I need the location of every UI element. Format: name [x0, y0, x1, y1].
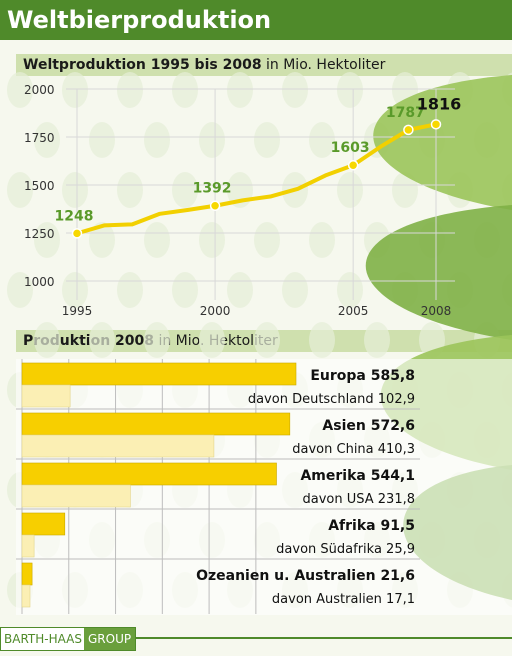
hop-pattern-shape: [7, 72, 33, 108]
line-chart-title: Weltproduktion 1995 bis 2008: [23, 57, 262, 73]
logo-part2: GROUP: [83, 628, 136, 650]
line-x-tick-label: 2005: [338, 304, 369, 318]
hop-pattern-shape: [199, 122, 225, 158]
region-label: Amerika 544,1: [300, 468, 415, 484]
hop-pattern-shape: [282, 72, 308, 108]
line-data-label: 1248: [55, 208, 94, 224]
line-point: [71, 228, 83, 239]
hop-pattern-shape: [199, 222, 225, 258]
hop-pattern-shape: [89, 322, 115, 358]
line-x-tick-label: 2008: [421, 304, 452, 318]
line-series: [76, 122, 437, 236]
country-label: davon China 410,3: [292, 442, 415, 457]
country-bar: [21, 434, 215, 458]
line-chart-unit: in Mio. Hektoliter: [266, 57, 386, 73]
hop-pattern-shape: [254, 222, 280, 258]
hop-pattern-shape: [144, 222, 170, 258]
line-y-tick-label: 1250: [24, 227, 55, 241]
country-bar: [21, 534, 35, 558]
hop-pattern-shape: [62, 172, 88, 208]
barth-haas-logo: BARTH-HAAS GROUP: [0, 627, 137, 651]
line-y-tick-label: 1500: [24, 179, 55, 193]
logo-part1: BARTH-HAAS: [4, 632, 82, 646]
hop-pattern-shape: [34, 122, 60, 158]
line-data-label: 1816: [417, 94, 462, 113]
region-label: Afrika 91,5: [328, 518, 415, 534]
region-bar: [21, 412, 291, 436]
hop-pattern-shape: [117, 172, 143, 208]
line-chart-header: Weltproduktion 1995 bis 2008 in Mio. Hek…: [16, 54, 512, 76]
hop-pattern-shape: [34, 222, 60, 258]
line-x-tick-label: 2000: [200, 304, 231, 318]
hop-pattern-shape: [7, 172, 33, 208]
hop-pattern-shape: [254, 322, 280, 358]
hop-leaf-shape: [373, 75, 512, 210]
page-title: Weltbierproduktion: [0, 0, 512, 40]
country-bar: [21, 484, 131, 508]
country-label: davon Deutschland 102,9: [248, 392, 415, 407]
country-bar: [21, 384, 71, 408]
hop-pattern-shape: [7, 272, 33, 308]
line-data-label: 1392: [193, 181, 232, 197]
region-bar: [21, 362, 297, 386]
hop-pattern-shape: [62, 72, 88, 108]
hop-pattern-shape: [144, 122, 170, 158]
region-label: Ozeanien u. Australien 21,6: [196, 568, 415, 584]
footer-line: [0, 637, 512, 639]
line-y-tick-label: 1000: [24, 275, 55, 289]
line-y-tick-label: 2000: [24, 83, 55, 97]
hop-pattern-shape: [172, 172, 198, 208]
line-x-tick-label: 1995: [62, 304, 93, 318]
hop-pattern-shape: [172, 72, 198, 108]
hop-pattern-shape: [364, 322, 390, 358]
region-label: Asien 572,6: [322, 418, 415, 434]
hop-pattern-shape: [227, 72, 253, 108]
hop-pattern-shape: [254, 122, 280, 158]
hop-pattern-shape: [34, 322, 60, 358]
line-point: [403, 124, 414, 136]
hop-pattern-shape: [309, 222, 335, 258]
line-data-label: 1787: [386, 105, 425, 121]
hop-pattern-shape: [199, 322, 225, 358]
country-label: davon USA 231,8: [303, 492, 416, 507]
line-point: [209, 200, 221, 211]
country-bar: [21, 584, 31, 608]
hop-pattern-shape: [337, 172, 363, 208]
line-y-tick-label: 1750: [24, 131, 55, 145]
line-point: [430, 119, 442, 130]
hop-pattern-shape: [117, 72, 143, 108]
hop-pattern-shape: [144, 322, 170, 358]
hop-leaf-shape: [365, 205, 512, 340]
hop-pattern-shape: [392, 172, 418, 208]
hop-pattern-shape: [89, 222, 115, 258]
hop-pattern-shape: [309, 322, 335, 358]
hop-pattern-shape: [309, 122, 335, 158]
country-label: davon Australien 17,1: [272, 592, 415, 607]
region-bar: [21, 462, 277, 486]
country-label: davon Südafrika 25,9: [276, 542, 415, 557]
region-bar: [21, 512, 66, 536]
line-data-label: 1603: [331, 140, 370, 156]
region-bar: [21, 562, 33, 586]
region-label: Europa 585,8: [310, 368, 415, 384]
line-point: [347, 159, 359, 171]
hop-pattern-shape: [89, 122, 115, 158]
hop-pattern-shape: [337, 72, 363, 108]
